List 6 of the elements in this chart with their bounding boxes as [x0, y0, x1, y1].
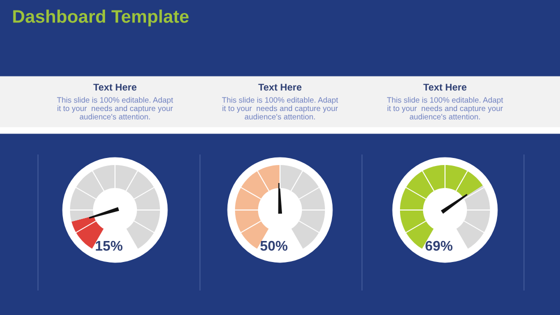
chart-title: Text Here [93, 84, 136, 91]
chart-title: Text Here [258, 84, 302, 91]
slice-label: 69% [426, 240, 452, 251]
chart-title: Text Here [423, 84, 466, 91]
text: Dashboard Template [13, 10, 189, 26]
slice-label: 50% [260, 240, 288, 251]
